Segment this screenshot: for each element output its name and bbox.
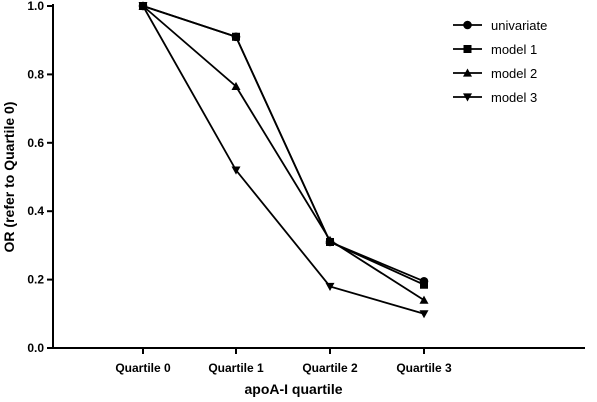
series-line <box>142 5 425 286</box>
legend-label: model 2 <box>491 66 537 81</box>
data-point <box>419 295 429 304</box>
series-1 <box>138 1 429 286</box>
y-tick-label: 0.8 <box>27 67 44 81</box>
data-point <box>231 166 241 175</box>
legend-label: univariate <box>491 18 547 33</box>
legend-marker <box>463 68 472 77</box>
legend-item: model 1 <box>453 42 537 57</box>
x-tick-label: Quartile 3 <box>396 361 452 375</box>
x-tick-label: Quartile 2 <box>302 361 358 375</box>
data-point <box>232 32 240 41</box>
data-point <box>325 282 335 291</box>
legend: univariate model 1 model 2 model 3 <box>453 18 547 105</box>
legend-label: model 1 <box>491 42 537 57</box>
y-axis-title: OR (refer to Quartile 0) <box>1 102 17 253</box>
x-tick-label: Quartile 1 <box>208 361 264 375</box>
legend-marker <box>463 93 472 102</box>
legend-item: univariate <box>453 18 547 33</box>
data-point <box>325 235 335 244</box>
series-3 <box>138 1 429 304</box>
y-tick-label: 1.0 <box>27 0 44 13</box>
series-4 <box>138 2 429 319</box>
data-point <box>420 280 428 289</box>
legend-label: model 3 <box>491 90 537 105</box>
y-tick-label: 0.4 <box>27 204 44 218</box>
series-line <box>142 5 425 301</box>
x-tick-label: Quartile 0 <box>115 361 171 375</box>
y-tick-label: 0.0 <box>27 341 44 355</box>
series-line <box>142 5 425 283</box>
data-point <box>419 310 429 319</box>
legend-marker <box>463 45 472 53</box>
axes: 0.0 0.2 0.4 0.6 0.8 1.0 Quartile 0 Quartile 1 Qu… <box>27 0 585 375</box>
x-axis-title: apoA-I quartile <box>244 381 342 397</box>
data-point <box>138 2 148 11</box>
legend-item: model 2 <box>453 66 537 81</box>
y-tick-label: 0.2 <box>27 273 44 287</box>
legend-item: model 3 <box>453 90 537 105</box>
y-tick-label: 0.6 <box>27 136 44 150</box>
series-line <box>142 5 425 315</box>
data-point <box>231 81 241 90</box>
series-layer <box>138 1 429 319</box>
series-2 <box>139 2 428 289</box>
legend-marker <box>463 20 472 30</box>
